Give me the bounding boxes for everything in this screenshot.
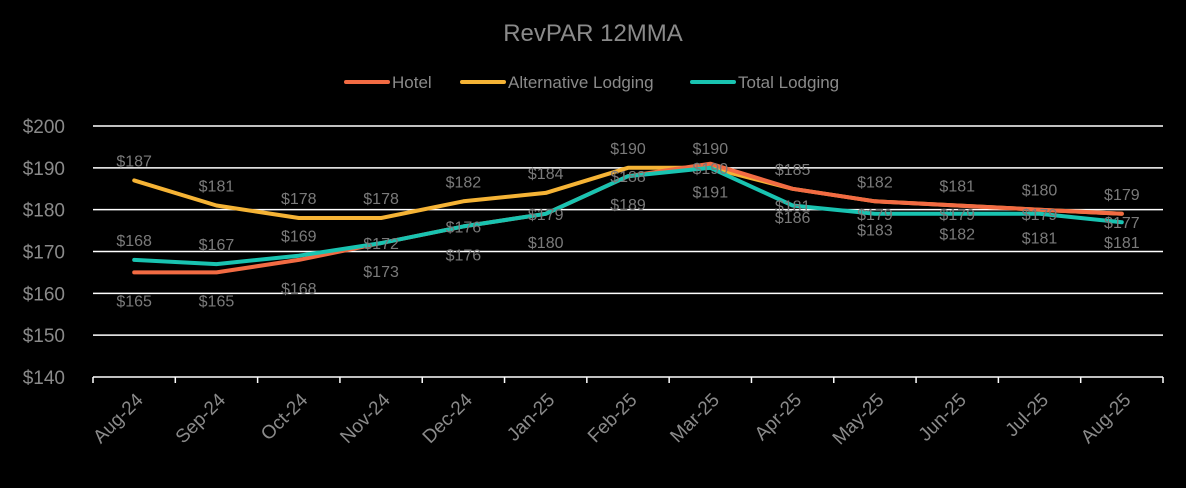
y-tick-label: $150 [23,326,65,347]
x-tick-label: Aug-24 [90,389,148,447]
y-tick-label: $180 [23,201,65,222]
data-label: $168 [116,233,152,250]
data-label: $180 [1022,183,1058,200]
data-label: $167 [199,237,235,254]
x-tick-label: Feb-25 [584,390,641,447]
data-label: $179 [1104,187,1140,204]
chart-title: RevPAR 12MMA [503,20,683,47]
x-tick-label: Apr-25 [751,390,806,445]
x-tick-label: Jan-25 [503,390,559,446]
x-tick-label: Jun-25 [915,390,971,446]
x-tick-label: Dec-24 [419,389,477,447]
data-label: $186 [775,210,811,227]
legend-label: Alternative Lodging [508,73,654,92]
data-label: $182 [446,174,482,191]
data-label: $179 [1022,207,1058,224]
data-label: $184 [528,166,564,183]
y-axis: $200 $190 $180 $170 $160 $150 $140 [23,117,65,389]
legend-label: Hotel [392,73,432,92]
data-label: $172 [363,236,399,253]
y-tick-label: $170 [23,243,65,264]
data-label: $188 [610,169,646,186]
series-line-total-lodging [132,165,1124,267]
data-label: $182 [857,174,893,191]
data-label: $183 [857,222,893,239]
x-tick-label: Nov-24 [336,389,394,447]
data-label: $177 [1104,215,1140,232]
y-tick-label: $140 [23,368,65,389]
x-tick-label: Oct-24 [257,389,312,444]
x-tick-label: May-25 [829,390,889,450]
data-label: $181 [775,198,811,215]
data-label: $176 [446,247,482,264]
data-label: $179 [528,207,564,224]
y-tick-label: $160 [23,284,65,305]
data-label: $182 [939,226,975,243]
data-label: $180 [528,235,564,252]
y-tick-label: $200 [23,117,65,138]
data-label: $190 [693,141,729,158]
data-label: $181 [1104,235,1140,252]
data-label: $179 [939,207,975,224]
x-axis: Aug-24 Sep-24 Oct-24 Nov-24 Dec-24 Jan-25 Feb-… [90,376,1164,450]
data-labels: $165 $165 $168 $173 $176 $180 $189 $191 $186 $183… [116,141,1139,311]
data-label: $189 [610,197,646,214]
data-label: $185 [775,162,811,179]
data-label: $179 [857,207,893,224]
data-label: $181 [939,178,975,195]
data-label: $191 [693,185,729,202]
data-label: $178 [281,191,317,208]
x-tick-label: Mar-25 [666,390,723,447]
data-label: $181 [1022,231,1058,248]
data-label: $173 [363,264,399,281]
data-label: $169 [281,229,317,246]
data-label: $165 [199,293,235,310]
y-tick-label: $190 [23,159,65,180]
x-tick-label: Jul-25 [1002,390,1053,441]
data-label: $181 [199,178,235,195]
data-label: $165 [116,293,152,310]
data-label: $176 [446,219,482,236]
legend: Hotel Alternative Lodging Total Lodging [344,73,839,92]
data-label: $178 [363,191,399,208]
series-group [132,161,1124,275]
data-label: $187 [116,153,152,170]
legend-label: Total Lodging [738,73,839,92]
x-tick-label: Aug-25 [1077,390,1135,448]
data-label: $190 [610,141,646,158]
data-label: $168 [281,281,317,298]
x-tick-label: Sep-24 [172,389,230,447]
data-label: $190 [693,161,729,178]
